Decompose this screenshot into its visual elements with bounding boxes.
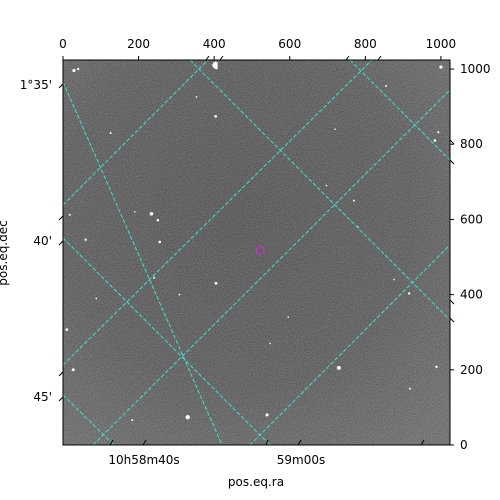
dec-tick-label-2: 40' — [33, 234, 52, 248]
grid-line-4 — [349, 60, 450, 161]
star-43 — [214, 66, 217, 69]
star-69 — [336, 365, 341, 370]
star-2 — [109, 131, 112, 134]
edge-grid-tick-2 — [449, 299, 455, 305]
star-58 — [84, 238, 87, 241]
star-63 — [95, 297, 98, 300]
star-66 — [131, 419, 134, 422]
right-tick-label-3: 600 — [460, 212, 483, 226]
star-53 — [214, 114, 218, 118]
star-80 — [269, 342, 271, 345]
star-59 — [68, 213, 71, 216]
grid-line-6 — [63, 60, 373, 366]
star-55 — [149, 211, 154, 216]
top-pixel-axis: 0 200 400 600 800 1000 — [59, 37, 456, 60]
left-dec-axis: 1°35' 40' 45' — [20, 78, 64, 404]
coordinate-grid — [63, 60, 450, 445]
top-tick-label-5: 1000 — [426, 37, 457, 51]
top-tick-label-2: 400 — [203, 37, 226, 51]
grid-line-3 — [189, 60, 450, 321]
edge-grid-tick-0 — [449, 139, 455, 145]
right-tick-label-2: 400 — [460, 288, 483, 302]
star-84 — [393, 278, 395, 281]
dec-tick-label-3: 45' — [33, 390, 52, 404]
star-65 — [71, 368, 75, 372]
star-1 — [76, 67, 80, 71]
star-70 — [407, 292, 411, 295]
star-48 — [215, 65, 218, 67]
top-tick-label-0: 0 — [59, 37, 67, 51]
right-tick-label-4: 800 — [460, 137, 483, 151]
dec-tick-label-1: 1°35' — [20, 78, 52, 92]
star-51 — [215, 62, 218, 65]
star-74 — [385, 84, 388, 87]
grid-line-1 — [63, 237, 271, 445]
edge-grid-tick-3 — [449, 317, 455, 323]
right-tick-label-0: 0 — [460, 438, 468, 452]
right-tick-label-5: 1000 — [460, 62, 491, 76]
edge-grid-tick-5 — [219, 55, 224, 61]
edge-grid-tick-6 — [345, 55, 350, 61]
star-60 — [153, 276, 156, 279]
target-marker — [255, 245, 265, 255]
star-67 — [185, 414, 190, 420]
star-57 — [158, 240, 162, 244]
star-54 — [195, 95, 198, 98]
y-axis-title: pos.eq.dec — [0, 220, 10, 285]
edge-grid-tick-4 — [205, 55, 210, 61]
edge-grid-tick-1 — [449, 159, 455, 165]
star-61 — [214, 281, 218, 285]
right-tick-label-1: 200 — [460, 363, 483, 377]
star-68 — [265, 413, 269, 417]
star-50 — [212, 64, 214, 67]
grid-line-5 — [63, 60, 209, 206]
right-pixel-axis: 0 200 400 600 800 1000 — [205, 55, 491, 452]
top-tick-label-4: 800 — [354, 37, 377, 51]
star-73 — [439, 65, 443, 69]
sky-image — [63, 60, 450, 445]
top-tick-label-3: 600 — [278, 37, 301, 51]
star-64 — [65, 328, 69, 331]
star-0 — [72, 68, 76, 73]
star-72 — [408, 387, 411, 390]
x-axis-title: pos.eq.ra — [228, 475, 284, 489]
star-75 — [433, 139, 437, 142]
star-76 — [437, 131, 440, 134]
star-83 — [334, 128, 336, 130]
star-62 — [178, 293, 181, 296]
ra-tick-label-1: 10h58m40s — [108, 453, 179, 467]
star-81 — [287, 316, 290, 318]
star-82 — [134, 211, 136, 213]
star-71 — [435, 365, 438, 368]
top-tick-label-1: 200 — [127, 37, 150, 51]
star-56 — [156, 218, 160, 222]
plot-frame — [62, 59, 451, 446]
star-78 — [325, 184, 328, 187]
star-46 — [214, 62, 216, 65]
edge-grid-tick-7 — [377, 55, 382, 61]
star-field — [65, 61, 443, 422]
bottom-ra-axis: 10h58m40s 59m00s — [108, 439, 425, 467]
grid-line-0 — [63, 81, 223, 445]
ra-tick-label-2: 59m00s — [277, 453, 325, 467]
star-77 — [353, 199, 356, 202]
star-52 — [214, 65, 216, 67]
grid-line-8 — [249, 244, 450, 445]
